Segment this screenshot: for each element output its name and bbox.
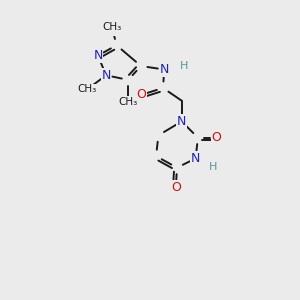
Text: O: O bbox=[212, 131, 221, 144]
Text: N: N bbox=[191, 152, 200, 165]
Text: N: N bbox=[101, 69, 111, 82]
Text: O: O bbox=[171, 181, 181, 194]
Text: N: N bbox=[160, 63, 169, 76]
Text: CH₃: CH₃ bbox=[78, 84, 97, 94]
Text: O: O bbox=[136, 88, 146, 101]
Text: H: H bbox=[209, 161, 217, 172]
Text: CH₃: CH₃ bbox=[102, 22, 122, 32]
Text: CH₃: CH₃ bbox=[118, 97, 138, 107]
Text: N: N bbox=[177, 115, 186, 128]
Text: H: H bbox=[180, 61, 188, 71]
Text: N: N bbox=[93, 49, 103, 62]
